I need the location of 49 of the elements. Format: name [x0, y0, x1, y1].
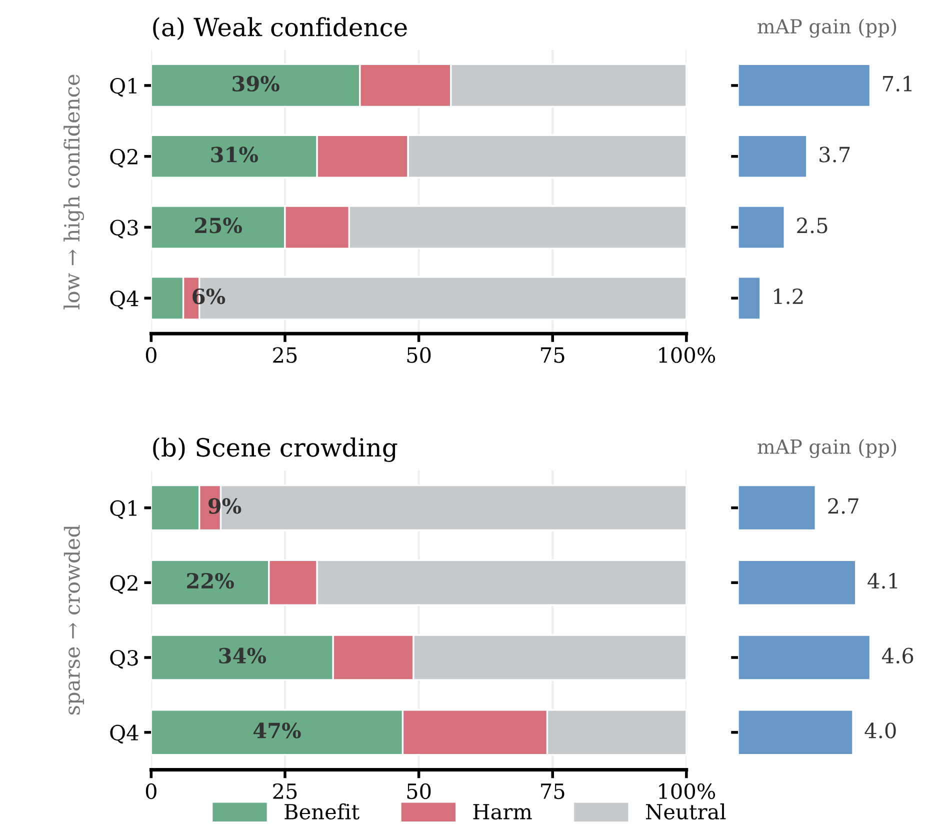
chart-title: (b) Scene crowding [153, 437, 398, 462]
data-label: 34% [219, 648, 266, 664]
bar [738, 276, 762, 320]
data-label: 31% [211, 146, 258, 162]
y-tick-label: Q1 [110, 500, 136, 520]
y-tick-label: Q3 [110, 220, 138, 239]
x-tick-label: 25 [273, 347, 297, 363]
legend-label: Neutral [646, 803, 726, 820]
x-tick-label: 75 [541, 784, 564, 800]
data-label: 25% [195, 218, 242, 234]
x-tick-label: 50 [407, 783, 431, 800]
data-label: 7.1 [883, 76, 912, 92]
chart-title: (a) Weak confidence [153, 17, 407, 40]
chart-title: mAP gain (pp) [758, 18, 896, 38]
data-label: 2.7 [828, 498, 858, 514]
y-axis-title: low → high confidence [64, 74, 84, 310]
data-label: 47% [253, 722, 301, 738]
x-tick-label: 0 [146, 347, 156, 363]
data-label: 2.5 [797, 218, 828, 234]
y-tick-label: Q3 [110, 650, 138, 669]
chart-title: mAP gain (pp) [758, 438, 896, 458]
x-tick-label: 0 [146, 783, 156, 800]
y-tick-label: Q2 [110, 148, 138, 168]
x-tick-label: 25 [273, 783, 297, 800]
legend-label: Benefit [284, 803, 360, 820]
data-label: 22% [187, 572, 234, 589]
bar [738, 205, 786, 250]
y-tick-label: Q4 [110, 290, 138, 310]
data-label: 3.7 [820, 146, 850, 162]
data-label: 4.0 [864, 722, 896, 738]
bar [738, 63, 872, 108]
x-tick-label: 100% [659, 347, 716, 363]
x-tick-label: 75 [541, 347, 564, 363]
legend-label: Harm [473, 804, 532, 820]
bar [738, 634, 872, 681]
y-tick-label: Q4 [110, 724, 138, 744]
bar [738, 484, 816, 532]
data-label: 4.1 [868, 572, 898, 589]
bar [738, 559, 857, 606]
data-label: 39% [232, 76, 280, 92]
bar [738, 709, 854, 756]
y-axis-title: sparse → crowded [64, 525, 84, 714]
x-tick-label: 50 [407, 347, 431, 363]
bar [738, 134, 808, 178]
y-tick-label: Q2 [110, 575, 138, 594]
y-tick-label: Q1 [110, 78, 136, 97]
x-tick-label: 100% [659, 783, 716, 800]
data-label: 1.2 [774, 288, 803, 304]
data-label: 4.6 [882, 648, 914, 664]
